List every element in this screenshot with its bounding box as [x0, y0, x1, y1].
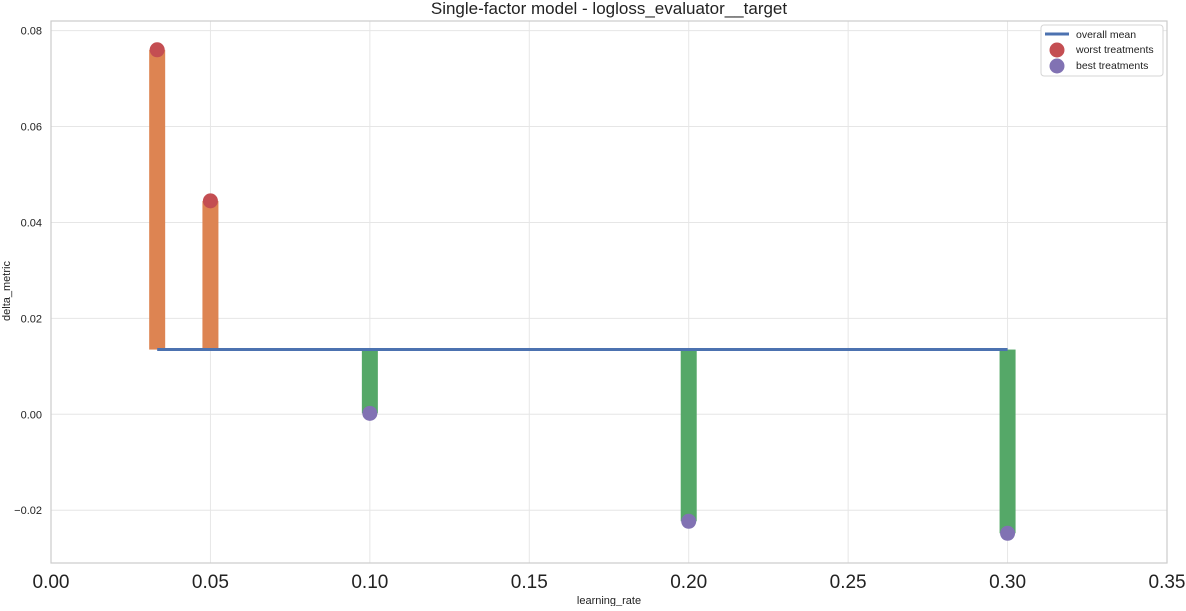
best-treatment-point — [362, 405, 378, 421]
y-tick-label: −0.02 — [14, 505, 42, 517]
x-tick-label: 0.15 — [511, 572, 548, 593]
treatment-bar — [999, 349, 1016, 534]
worst-treatment-point — [202, 193, 218, 209]
legend-best-swatch — [1049, 58, 1065, 74]
y-tick-label: 0.00 — [21, 409, 42, 421]
y-tick-label: 0.06 — [21, 122, 42, 134]
x-tick-label: 0.20 — [670, 572, 707, 593]
legend-label: worst treatments — [1075, 44, 1154, 56]
x-tick-label: 0.10 — [351, 572, 388, 593]
legend-worst-swatch — [1049, 42, 1065, 58]
worst-treatment-point — [149, 42, 165, 58]
x-tick-label: 0.00 — [33, 572, 70, 593]
treatment-bar — [361, 349, 378, 414]
chart-title: Single-factor model - logloss_evaluator_… — [431, 0, 788, 18]
best-treatment-point — [1000, 525, 1016, 541]
plot-frame — [50, 20, 1168, 564]
legend-box — [1040, 24, 1164, 77]
best-treatment-point — [681, 513, 697, 529]
y-tick-label: 0.04 — [21, 217, 42, 229]
x-tick-label: 0.30 — [989, 572, 1026, 593]
treatment-bar — [680, 349, 697, 522]
legend-label: overall mean — [1076, 29, 1136, 41]
legend-label: best treatments — [1076, 60, 1148, 72]
plot-background — [51, 21, 1167, 563]
x-tick-label: 0.25 — [830, 572, 867, 593]
y-tick-label: 0.02 — [21, 313, 42, 325]
treatment-bar — [202, 200, 219, 350]
y-tick-label: 0.08 — [21, 26, 42, 38]
treatment-bar — [149, 49, 166, 350]
y-axis-label: delta_metric — [1, 261, 13, 321]
x-axis-label: learning_rate — [577, 595, 641, 606]
x-tick-label: 0.35 — [1149, 572, 1186, 593]
x-tick-label: 0.05 — [192, 572, 229, 593]
